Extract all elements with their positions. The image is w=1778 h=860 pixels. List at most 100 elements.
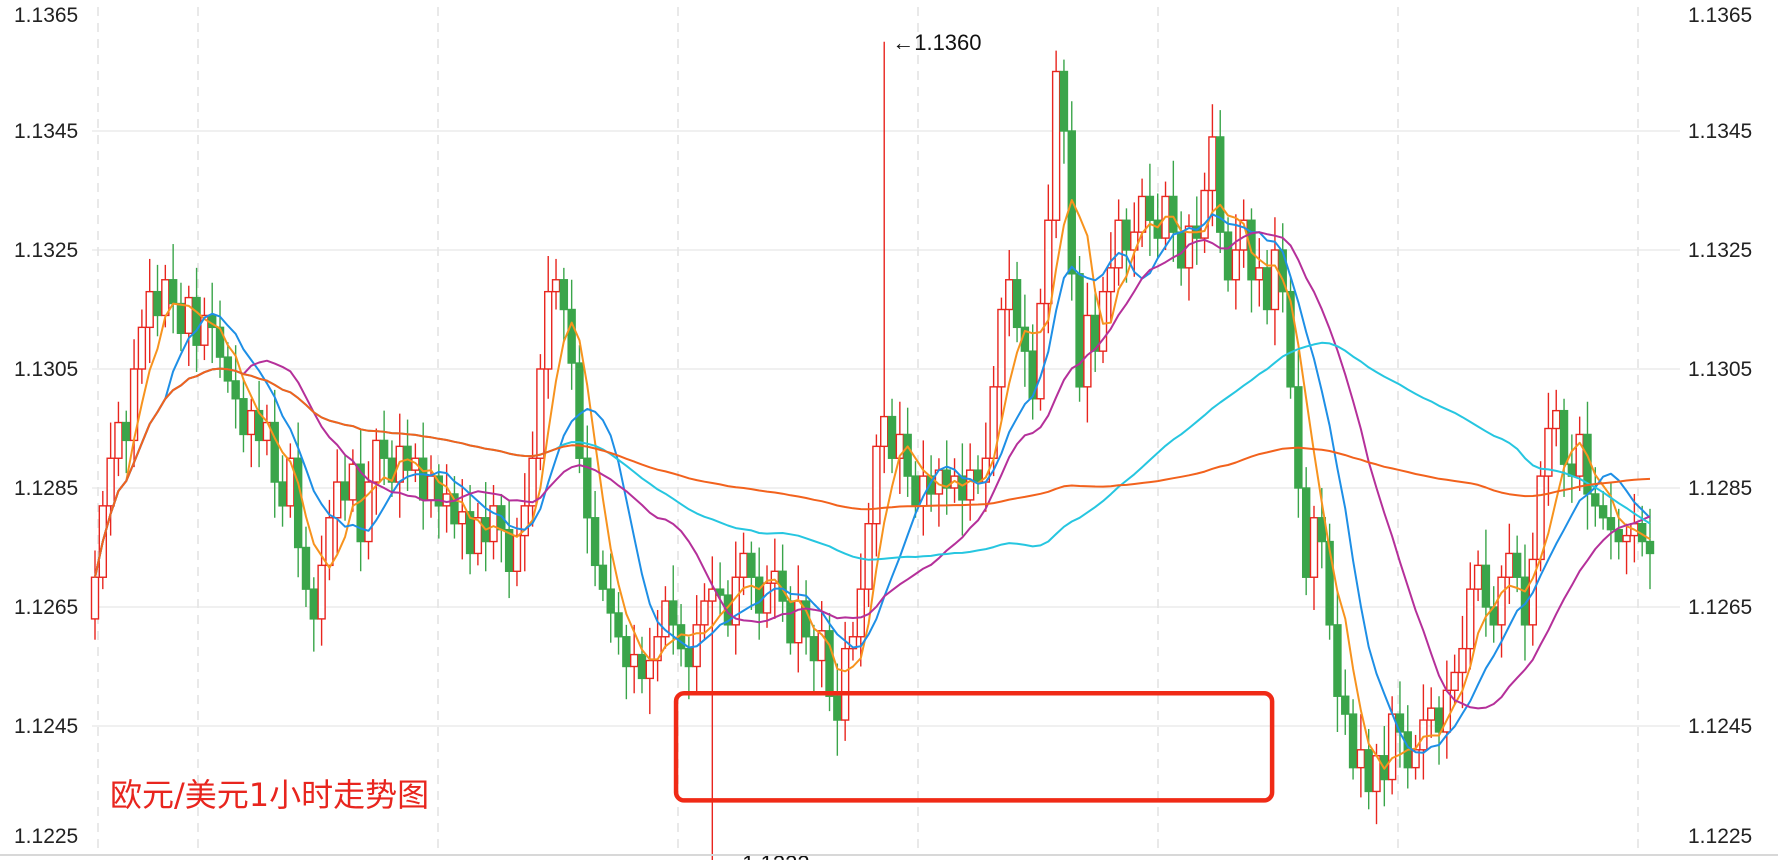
candle-143 <box>1208 104 1217 227</box>
candle-153 <box>1286 276 1295 399</box>
candle-122 <box>1044 184 1053 334</box>
candle-84 <box>747 541 756 610</box>
candle-body <box>653 636 662 662</box>
candle-111 <box>958 443 967 536</box>
candle-body <box>1153 219 1162 239</box>
candle-body <box>1294 386 1303 489</box>
candle-66 <box>606 553 615 643</box>
candle-body <box>1387 713 1397 781</box>
candle-body <box>1559 409 1569 465</box>
candle-25 <box>286 443 295 518</box>
candle-body <box>90 576 100 620</box>
y-tick-right: 1.1245 <box>1688 715 1752 738</box>
candle-body <box>1005 279 1014 311</box>
candle-body <box>379 439 389 459</box>
candle-body <box>1169 195 1178 233</box>
candle-body <box>1091 314 1100 352</box>
candle-121 <box>1036 288 1045 411</box>
candle-73 <box>661 586 670 649</box>
candle-body <box>317 564 326 620</box>
candle-body <box>293 457 303 549</box>
candle-body <box>1278 249 1287 293</box>
candle-114 <box>981 422 991 512</box>
candle-181 <box>1505 523 1514 605</box>
candle-body <box>301 546 311 590</box>
candle-body <box>1044 219 1053 305</box>
annotation-high: ←1.1360 <box>892 30 981 55</box>
candle-body <box>1286 290 1295 388</box>
candle-98 <box>856 553 865 667</box>
y-tick-left: 1.1245 <box>14 715 78 738</box>
candle-103 <box>895 401 905 494</box>
candle-57 <box>536 354 545 471</box>
candle-175 <box>1458 615 1467 709</box>
candle-body <box>645 659 654 680</box>
candle-173 <box>1442 660 1452 759</box>
candle-body <box>567 308 576 364</box>
candle-body <box>1591 493 1600 507</box>
candle-body <box>1059 70 1069 132</box>
y-tick-left: 1.1325 <box>14 239 78 262</box>
horizontal-gridlines <box>92 130 1680 727</box>
ma-line-5 <box>94 199 1651 770</box>
candle-body <box>1606 517 1616 531</box>
candle-body <box>637 653 647 680</box>
candle-170 <box>1419 684 1428 780</box>
candle-2 <box>106 422 115 536</box>
candle-body <box>1309 517 1319 578</box>
candle-body <box>622 636 631 668</box>
candle-body <box>1614 528 1623 543</box>
candle-93 <box>817 601 826 688</box>
candle-28 <box>309 577 318 652</box>
candle-body <box>629 653 639 668</box>
candle-body <box>864 523 873 590</box>
candle-35 <box>364 461 373 560</box>
candle-body <box>325 517 334 567</box>
candle-body <box>176 302 186 334</box>
candle-body <box>270 421 279 483</box>
y-tick-left: 1.1305 <box>14 358 78 381</box>
candle-body <box>473 517 483 555</box>
candle-13 <box>192 267 201 372</box>
candle-body <box>559 279 569 311</box>
candle-154 <box>1294 351 1303 518</box>
candle-155 <box>1301 467 1311 596</box>
candle-37 <box>379 410 389 486</box>
candle-body <box>278 481 287 507</box>
candle-body <box>739 552 748 578</box>
candle-79 <box>708 556 717 860</box>
candle-139 <box>1176 211 1186 286</box>
candle-80 <box>715 562 725 616</box>
candle-body <box>1458 647 1467 674</box>
candle-19 <box>239 377 248 453</box>
candle-100 <box>872 434 881 557</box>
candle-104 <box>903 407 912 497</box>
candle-body <box>184 296 193 335</box>
candle-body <box>590 517 600 567</box>
candle-55 <box>520 473 529 572</box>
y-tick-right: 1.1225 <box>1688 825 1752 848</box>
candle-60 <box>559 267 569 343</box>
candle-body <box>192 296 201 346</box>
candle-body <box>1184 225 1194 269</box>
candle-body <box>1356 749 1366 769</box>
candle-71 <box>645 627 654 715</box>
candle-43 <box>426 455 436 518</box>
candle-65 <box>598 550 608 602</box>
y-tick-right: 1.1285 <box>1688 477 1752 500</box>
candle-116 <box>997 297 1006 420</box>
candle-body <box>598 564 608 590</box>
candle-body <box>1419 719 1428 751</box>
candle-body <box>754 576 764 614</box>
candle-body <box>418 457 428 501</box>
candle-36 <box>372 428 381 515</box>
candle-body <box>708 588 717 602</box>
candle-body <box>434 475 444 507</box>
candle-body <box>1427 707 1436 721</box>
candle-47 <box>458 479 467 560</box>
candle-67 <box>614 592 623 655</box>
candle-144 <box>1216 110 1225 253</box>
candle-body <box>239 398 248 436</box>
candle-body <box>1411 749 1420 769</box>
